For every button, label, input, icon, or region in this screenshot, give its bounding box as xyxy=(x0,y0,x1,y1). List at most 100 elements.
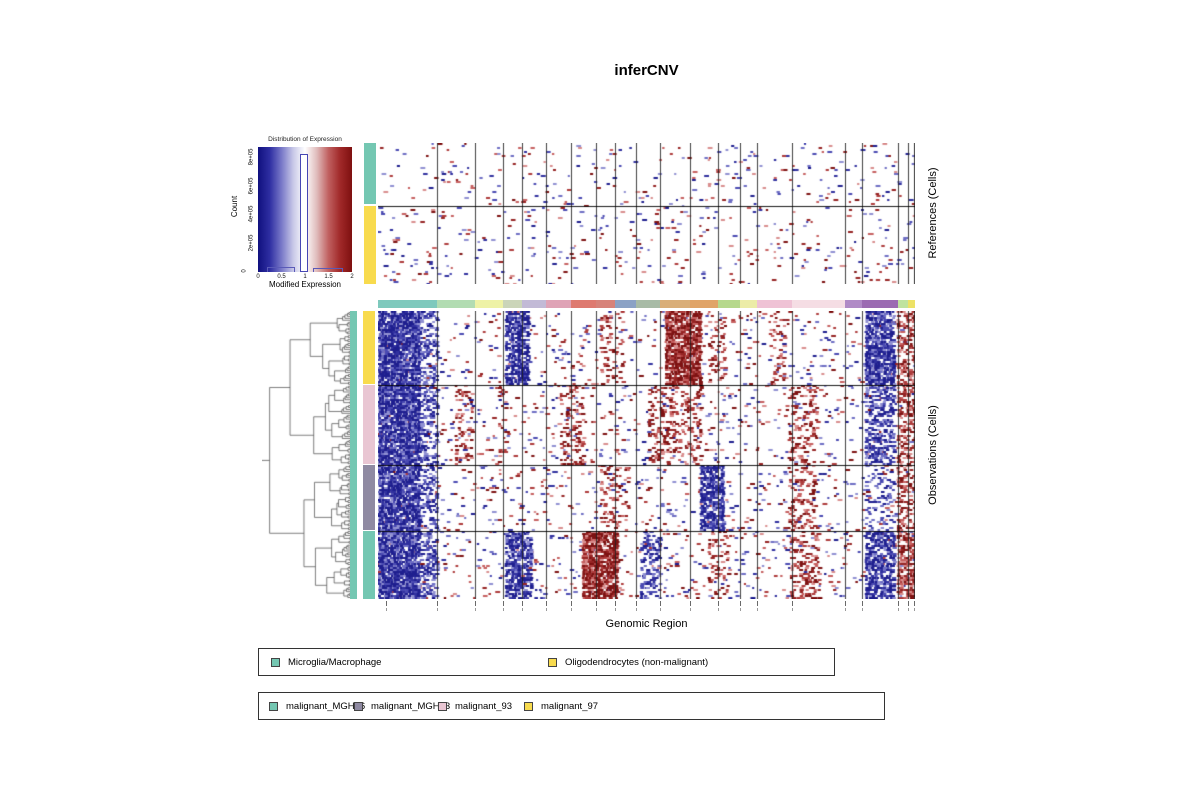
chromosome-segment xyxy=(908,300,915,308)
annotation-segment xyxy=(363,385,375,464)
chromosome-segment xyxy=(740,300,757,308)
references-annotation-bar xyxy=(364,143,376,284)
genomic-tick xyxy=(571,601,572,606)
color-key-xtick: 0 xyxy=(256,274,260,280)
genomic-tick-label-mark xyxy=(386,608,387,611)
genomic-tick-label-mark xyxy=(740,608,741,611)
observations-annotation-bar-groups xyxy=(363,311,375,599)
genomic-tick-label-mark xyxy=(757,608,758,611)
legend-item: malignant_93 xyxy=(438,693,512,719)
chromosome-segment xyxy=(503,300,522,308)
genomic-tick xyxy=(386,601,387,606)
genomic-tick xyxy=(437,601,438,606)
genomic-tick xyxy=(690,601,691,606)
chromosome-segment xyxy=(862,300,898,308)
observations-heatmap-canvas xyxy=(378,311,915,599)
legend-label: Oligodendrocytes (non-malignant) xyxy=(565,656,709,668)
color-key-ytick: 6e+05 xyxy=(248,177,255,195)
genomic-tick-label-mark xyxy=(475,608,476,611)
color-key-histogram-peak xyxy=(300,154,308,272)
legend-swatch xyxy=(354,701,363,711)
color-key-ylabel: Count xyxy=(230,195,240,218)
legend-swatch xyxy=(269,701,278,711)
chromosome-segment xyxy=(757,300,792,308)
chromosome-segment xyxy=(898,300,908,308)
chromosome-segment xyxy=(845,300,862,308)
chromosome-segment xyxy=(636,300,660,308)
genomic-tick-label-mark xyxy=(615,608,616,611)
genomic-tick-label-mark xyxy=(845,608,846,611)
genomic-tick xyxy=(845,601,846,606)
chromosome-segment xyxy=(596,300,615,308)
genomic-tick xyxy=(757,601,758,606)
genomic-tick xyxy=(615,601,616,606)
legend-item: Microglia/Macrophage xyxy=(271,649,381,675)
genomic-tick-label-mark xyxy=(792,608,793,611)
genomic-tick xyxy=(908,601,909,606)
color-key-title: Distribution of Expression xyxy=(268,136,342,143)
genomic-tick xyxy=(636,601,637,606)
color-key-xtick: 1 xyxy=(303,274,307,280)
color-key-xtick: 0.5 xyxy=(277,274,286,280)
chromosome-segment xyxy=(660,300,690,308)
chromosome-color-bar xyxy=(378,300,915,308)
chromosome-segment xyxy=(615,300,636,308)
references-heatmap-canvas xyxy=(378,143,915,284)
reference-groups-legend: Microglia/Macrophage Oligodendrocytes (no… xyxy=(258,648,835,676)
annotation-segment xyxy=(363,531,375,599)
genomic-tick-label-mark xyxy=(914,608,915,611)
genomic-tick xyxy=(660,601,661,606)
genomic-tick-label-mark xyxy=(908,608,909,611)
genomic-tick xyxy=(914,601,915,606)
color-key-ytick: 8e+05 xyxy=(248,148,255,166)
legend-label: malignant_MGH36 xyxy=(286,700,366,712)
genomic-tick-label-mark xyxy=(596,608,597,611)
legend-swatch xyxy=(438,701,447,711)
genomic-tick-label-mark xyxy=(546,608,547,611)
dendrogram-canvas xyxy=(262,311,357,599)
chromosome-segment xyxy=(571,300,596,308)
observations-annotation-bar-outer xyxy=(350,311,357,599)
chromosome-segment xyxy=(792,300,845,308)
legend-swatch xyxy=(548,657,557,667)
genomic-tick-label-mark xyxy=(690,608,691,611)
color-key-ytick: 4e+05 xyxy=(248,205,255,223)
color-key-ytick: 0 xyxy=(241,269,248,273)
legend-item: malignant_MGH36 xyxy=(269,693,365,719)
legend-item: Oligodendrocytes (non-malignant) xyxy=(548,649,708,675)
color-key-xtick: 1.5 xyxy=(324,274,333,280)
genomic-tick-label-mark xyxy=(437,608,438,611)
chromosome-segment xyxy=(546,300,571,308)
chromosome-segment xyxy=(475,300,503,308)
chromosome-segment xyxy=(690,300,718,308)
genomic-tick xyxy=(503,601,504,606)
legend-label: malignant_MGH53 xyxy=(371,700,451,712)
legend-swatch xyxy=(271,657,280,667)
color-key-histogram-bump xyxy=(313,268,343,272)
chromosome-segment xyxy=(718,300,740,308)
genomic-tick xyxy=(792,601,793,606)
genomic-tick-label-mark xyxy=(522,608,523,611)
page-title: inferCNV xyxy=(614,62,679,79)
genomic-tick xyxy=(740,601,741,606)
genomic-tick xyxy=(862,601,863,606)
genomic-tick xyxy=(718,601,719,606)
references-side-label: References (Cells) xyxy=(927,167,939,259)
color-key-ytick: 2e+05 xyxy=(248,234,255,252)
annotation-segment xyxy=(363,465,375,530)
legend-label: malignant_93 xyxy=(455,700,513,712)
genomic-tick-label-mark xyxy=(660,608,661,611)
annotation-segment xyxy=(363,311,375,384)
color-key-xlabel: Modified Expression xyxy=(268,280,342,289)
chromosome-segment xyxy=(437,300,475,308)
genomic-tick-label-mark xyxy=(571,608,572,611)
chromosome-segment xyxy=(522,300,546,308)
annotation-segment xyxy=(364,143,376,204)
observation-groups-legend: malignant_MGH36 malignant_MGH53 malignant_… xyxy=(258,692,885,720)
genomic-tick xyxy=(546,601,547,606)
genomic-tick xyxy=(596,601,597,606)
annotation-segment xyxy=(364,206,376,284)
legend-label: malignant_97 xyxy=(541,700,599,712)
color-key-histogram-bump xyxy=(267,267,295,272)
